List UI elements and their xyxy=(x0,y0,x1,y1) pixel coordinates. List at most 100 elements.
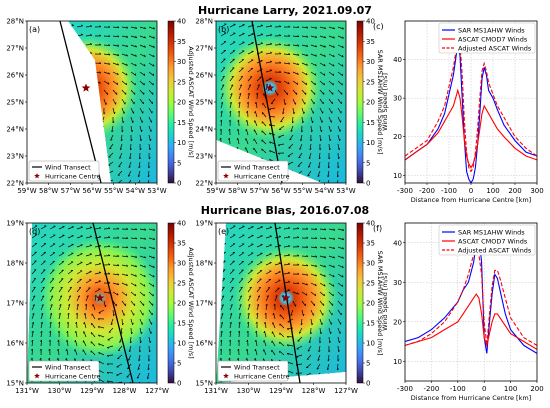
wind-arrow-head xyxy=(295,372,298,375)
wind-arrow-head xyxy=(80,33,84,36)
wind-arrow xyxy=(301,309,304,316)
wind-arrow xyxy=(283,289,290,293)
wind-arrow xyxy=(337,143,340,150)
wind-arrow-head xyxy=(337,185,338,186)
wind-arrow xyxy=(328,318,332,325)
wind-arrow-head xyxy=(306,35,309,38)
wind-vector-field xyxy=(219,225,345,387)
wind-arrow xyxy=(229,322,232,329)
hurricane-centre-star xyxy=(81,83,91,92)
wind-arrow xyxy=(121,255,128,258)
wind-arrow-head xyxy=(71,24,74,26)
wind-arrow-head xyxy=(94,294,97,297)
panel-label: (e) xyxy=(218,227,229,236)
wind-arrow-head xyxy=(308,166,311,168)
wind-arrow xyxy=(148,107,153,114)
wind-arrow xyxy=(297,161,303,167)
wind-arrow-head xyxy=(278,244,281,246)
wind-arrow xyxy=(98,326,105,329)
wind-arrow xyxy=(119,152,123,159)
wind-arrow xyxy=(139,53,146,58)
hurricane-centre-star xyxy=(281,293,291,302)
wind-arrow xyxy=(76,295,81,302)
wind-arrow xyxy=(279,350,285,356)
wind-arrow-head xyxy=(144,36,146,39)
wind-arrow xyxy=(337,170,339,178)
wind-arrow xyxy=(308,152,312,159)
wind-arrow xyxy=(283,98,286,105)
wind-arrow-head xyxy=(279,25,282,27)
wind-arrow xyxy=(139,44,146,48)
wind-arrow xyxy=(336,363,339,370)
lon-tick-label: 59°W xyxy=(206,187,225,195)
wind-arrow xyxy=(308,336,312,343)
wind-arrow xyxy=(269,150,276,154)
colorbar-tick-label: 40 xyxy=(177,220,186,228)
wind-arrow-head xyxy=(297,292,299,295)
wind-arrow xyxy=(121,273,128,277)
wind-arrow-head xyxy=(290,314,293,316)
wind-arrow xyxy=(112,89,118,95)
wind-arrow-head xyxy=(219,348,222,351)
wind-arrow xyxy=(31,340,34,347)
legend-label: SAR MS1AHW Winds xyxy=(458,26,525,34)
wind-arrow xyxy=(301,98,306,105)
colorbar-tick-label: 15 xyxy=(366,119,375,127)
wind-arrow xyxy=(103,89,108,95)
wind-arrow xyxy=(130,62,137,67)
wind-arrow xyxy=(310,309,314,316)
wind-arrow-head xyxy=(51,286,54,289)
wind-arrow-head xyxy=(289,138,292,141)
x-tick-label: -100 xyxy=(441,187,457,195)
wind-arrow xyxy=(121,237,129,239)
panel-label: (f) xyxy=(373,224,382,233)
wind-arrow xyxy=(290,125,294,132)
wind-vector-field xyxy=(218,23,344,186)
wind-arrow xyxy=(91,313,96,320)
wind-arrow xyxy=(238,226,245,230)
wind-arrow-head xyxy=(228,357,231,360)
wind-arrow-head xyxy=(337,359,340,362)
wind-arrow-head xyxy=(321,120,323,123)
plot-frame xyxy=(404,222,538,382)
wind-arrow xyxy=(265,270,272,275)
wind-arrow-head xyxy=(140,331,143,335)
wind-arrow xyxy=(31,269,37,275)
wind-arrow-head xyxy=(333,256,335,259)
wind-arrow xyxy=(328,26,335,30)
wind-arrow-head xyxy=(229,321,232,324)
wind-arrow xyxy=(130,143,132,151)
wind-arrow-head xyxy=(90,52,93,54)
wind-arrow-head xyxy=(257,84,260,86)
wind-arrow-head xyxy=(90,25,93,27)
x-tick-label: 200 xyxy=(508,187,521,195)
wind-arrow-head xyxy=(237,330,240,333)
wind-arrow xyxy=(148,116,152,123)
wind-arrow xyxy=(328,62,335,67)
wind-arrow xyxy=(121,309,125,316)
wind-arrow xyxy=(307,170,312,177)
wind-arrow xyxy=(319,35,326,39)
wind-arrow-head xyxy=(251,33,254,35)
wind-arrow xyxy=(121,282,128,286)
wind-arrow xyxy=(328,80,334,86)
wind-arrow xyxy=(283,80,290,85)
wind-arrow xyxy=(119,143,123,150)
wind-arrow-head xyxy=(263,321,266,324)
wind-arrow-head xyxy=(288,71,291,74)
x-tick-label: -300 xyxy=(397,385,413,393)
legend-label-transect: Wind Transect xyxy=(234,164,280,172)
wind-arrow xyxy=(306,354,312,360)
wind-arrow-head xyxy=(326,386,328,387)
wind-arrow xyxy=(130,255,137,258)
colorbar-tick-label: 5 xyxy=(366,360,370,368)
legend-label: ASCAT CMOD7 Winds xyxy=(458,237,528,245)
wind-arrow-head xyxy=(333,27,335,30)
wind-arrow xyxy=(238,269,244,275)
wind-arrow xyxy=(271,349,276,356)
wind-arrow-head xyxy=(297,272,300,275)
wind-arrow xyxy=(256,304,260,311)
wind-arrow xyxy=(139,98,144,105)
wind-arrow-head xyxy=(237,339,240,342)
wind-arrow-head xyxy=(248,304,251,306)
